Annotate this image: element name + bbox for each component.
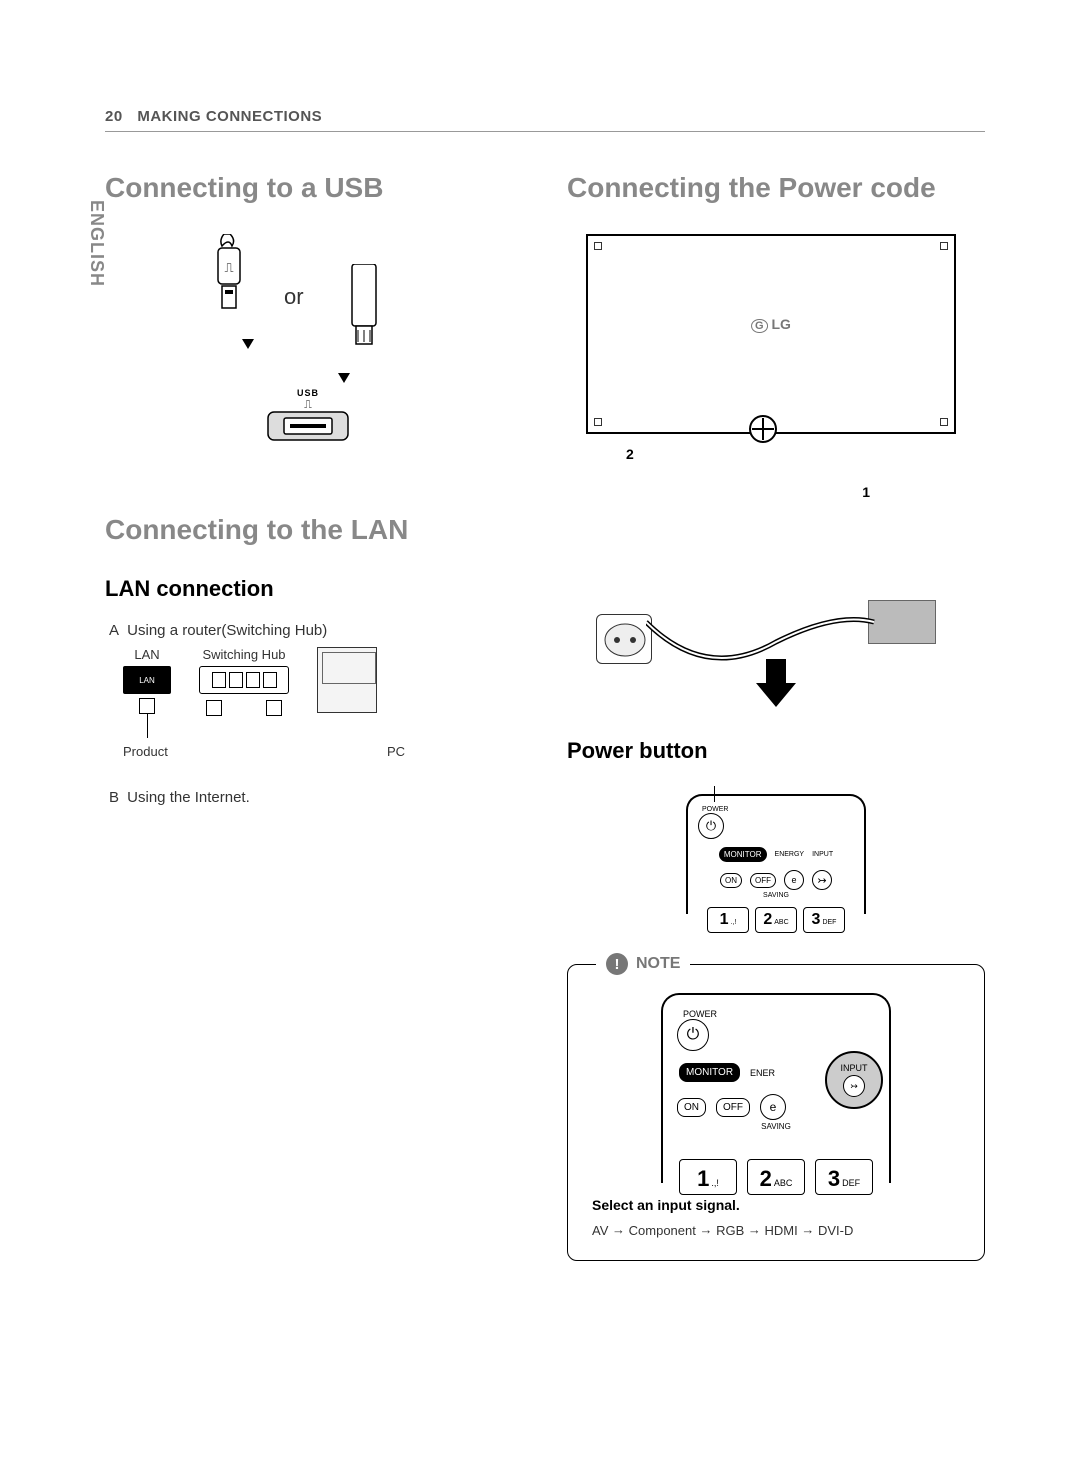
pc-block — [317, 647, 377, 717]
remote-small-diagram: POWER ⏻ MONITOR ENERGY INPUT ON OFF e ↣ — [686, 794, 866, 914]
key-3: 3DEF — [815, 1159, 873, 1195]
arrow-down-icon — [338, 373, 350, 383]
remote-large-diagram: POWER ⏻ MONITOR ENER ON OFF e SAVING INP… — [661, 993, 891, 1183]
energy-icon: e — [784, 870, 804, 890]
usb-diagram: ⎍ or — [105, 234, 523, 454]
page-header: 20 MAKING CONNECTIONS — [105, 108, 985, 125]
pc-icon — [317, 647, 377, 713]
svg-text:⎍: ⎍ — [304, 399, 312, 411]
content-columns: Connecting to a USB ⎍ or — [105, 172, 985, 1261]
arrow-down-icon — [756, 659, 796, 712]
svg-text:⎍: ⎍ — [224, 260, 233, 275]
monitor-pill: MONITOR — [679, 1063, 740, 1082]
left-column: Connecting to a USB ⎍ or — [105, 172, 523, 1261]
input-icon: ↣ — [812, 870, 832, 890]
power-heading: Connecting the Power code — [567, 172, 985, 204]
step-1-label: 1 — [862, 484, 870, 500]
right-column: Connecting the Power code G LG — [567, 172, 985, 1261]
lan-bottom-labels: Product PC — [105, 738, 405, 759]
note-subtitle: Select an input signal. — [592, 1197, 966, 1213]
info-icon: ! — [606, 953, 628, 975]
option-text: Using the Internet. — [127, 789, 250, 806]
rj45-icon — [206, 700, 222, 716]
rj45-icon — [266, 700, 282, 716]
key-2: 2ABC — [755, 907, 797, 933]
lan-port-block: LAN LAN — [123, 647, 171, 738]
pointer-line — [714, 786, 715, 802]
page-number: 20 — [105, 108, 123, 125]
tv-back-icon: G LG — [586, 234, 956, 434]
language-tab: ENGLISH — [86, 200, 107, 287]
or-label: or — [284, 284, 304, 310]
key-1: 1.,! — [707, 907, 749, 933]
option-text: Using a router(Switching Hub) — [127, 622, 327, 639]
input-chain: AV → Component → RGB → HDMI → DVI-D — [592, 1223, 966, 1238]
on-button: ON — [677, 1098, 706, 1117]
note-header: ! NOTE — [596, 953, 690, 975]
on-button: ON — [720, 873, 742, 888]
power-connector-icon — [868, 600, 936, 644]
energy-icon: e — [760, 1094, 786, 1120]
power-button-heading: Power button — [567, 738, 985, 764]
usb-heading: Connecting to a USB — [105, 172, 523, 204]
usb-cable-icon: ⎍ — [204, 234, 254, 349]
key-3: 3DEF — [803, 907, 845, 933]
power-icon: ⏻ — [698, 813, 724, 839]
key-1: 1.,! — [679, 1159, 737, 1195]
step-2-label: 2 — [626, 446, 634, 462]
lan-option-b: B Using the Internet. — [105, 789, 523, 806]
option-letter: B — [105, 789, 123, 806]
power-diagram: G LG 2 1 — [586, 234, 966, 584]
hub-block: Switching Hub — [199, 647, 289, 716]
lan-subheading: LAN connection — [105, 576, 523, 602]
option-letter: A — [105, 622, 123, 639]
usb-port-icon: USB ⎍ — [266, 384, 350, 449]
note-box: ! NOTE POWER ⏻ MONITOR ENER ON OFF e — [567, 964, 985, 1261]
brand-logo: G LG — [751, 316, 791, 332]
off-button: OFF — [716, 1098, 750, 1117]
monitor-pill: MONITOR — [719, 847, 767, 862]
lan-diagram-a: LAN LAN Switching Hub — [105, 647, 523, 738]
lan-heading: Connecting to the LAN — [105, 514, 523, 546]
usb-stick-icon — [344, 264, 384, 383]
off-button: OFF — [750, 873, 776, 888]
power-plug-icon — [596, 614, 652, 664]
cable-icon — [147, 714, 148, 738]
input-highlight-circle: INPUT ↣ — [825, 1051, 883, 1109]
key-2: 2ABC — [747, 1159, 805, 1195]
power-cord-icon — [646, 592, 876, 662]
rj45-icon — [139, 698, 155, 714]
input-icon: ↣ — [843, 1075, 865, 1097]
lan-port-icon: LAN — [123, 666, 171, 694]
section-title: MAKING CONNECTIONS — [137, 108, 322, 125]
lan-option-a: A Using a router(Switching Hub) LAN LAN … — [105, 622, 523, 759]
power-inlet-icon — [748, 414, 778, 444]
power-icon: ⏻ — [677, 1019, 709, 1051]
switching-hub-icon — [199, 666, 289, 694]
manual-page: 20 MAKING CONNECTIONS ENGLISH Connecting… — [0, 0, 1080, 1481]
header-rule — [105, 131, 985, 132]
